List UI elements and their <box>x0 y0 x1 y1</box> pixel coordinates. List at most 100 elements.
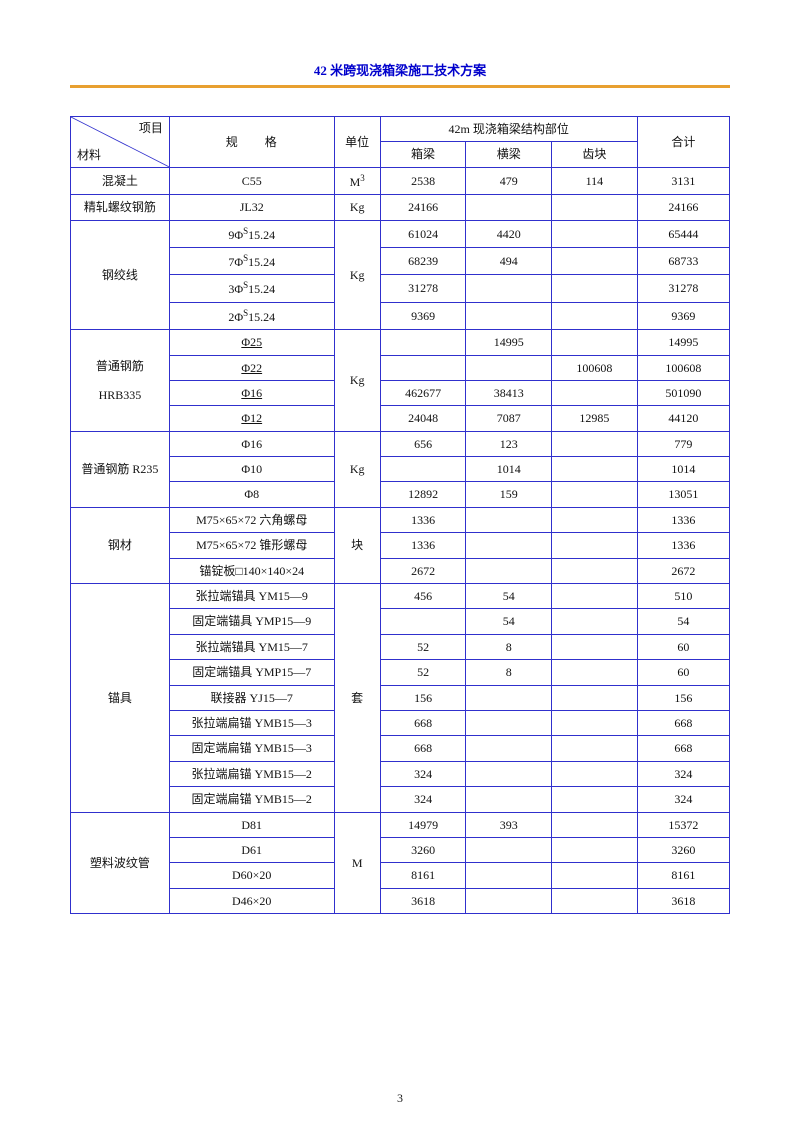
val-box: 12892 <box>380 482 466 507</box>
val-total: 3618 <box>637 888 729 913</box>
spec: 固定端扁锚 YMB15—3 <box>169 736 334 761</box>
val-cross: 393 <box>466 812 552 837</box>
val-total: 324 <box>637 787 729 812</box>
val-total: 156 <box>637 685 729 710</box>
spec: 张拉端扁锚 YMB15—2 <box>169 761 334 786</box>
val-total: 31278 <box>637 275 729 302</box>
material: 钢材 <box>71 507 170 583</box>
val-cross <box>466 195 552 220</box>
val-box: 61024 <box>380 220 466 247</box>
val-total: 668 <box>637 710 729 735</box>
val-cross: 159 <box>466 482 552 507</box>
val-tooth <box>552 302 638 329</box>
val-tooth <box>552 837 638 862</box>
val-total: 9369 <box>637 302 729 329</box>
val-box: 462677 <box>380 380 466 405</box>
val-tooth <box>552 457 638 482</box>
val-cross <box>466 355 552 380</box>
val-cross <box>466 685 552 710</box>
val-tooth <box>552 584 638 609</box>
val-cross <box>466 533 552 558</box>
val-cross: 38413 <box>466 380 552 405</box>
spec: D60×20 <box>169 863 334 888</box>
spec: 固定端扁锚 YMB15—2 <box>169 787 334 812</box>
val-total: 100608 <box>637 355 729 380</box>
val-tooth <box>552 812 638 837</box>
val-total: 1336 <box>637 533 729 558</box>
val-box: 156 <box>380 685 466 710</box>
val-tooth <box>552 609 638 634</box>
val-total: 324 <box>637 761 729 786</box>
unit: M <box>334 812 380 914</box>
val-tooth <box>552 660 638 685</box>
unit: 块 <box>334 507 380 583</box>
val-tooth <box>552 761 638 786</box>
val-box: 52 <box>380 634 466 659</box>
val-tooth <box>552 380 638 405</box>
spec: Φ10 <box>169 457 334 482</box>
val-total: 668 <box>637 736 729 761</box>
val-cross: 479 <box>466 167 552 194</box>
val-total: 3131 <box>637 167 729 194</box>
val-box: 2672 <box>380 558 466 583</box>
val-box: 3618 <box>380 888 466 913</box>
spec: 9ΦS15.24 <box>169 220 334 247</box>
spec: 固定端锚具 YMP15—7 <box>169 660 334 685</box>
unit: Kg <box>334 195 380 220</box>
val-total: 2672 <box>637 558 729 583</box>
header-total: 合计 <box>637 117 729 168</box>
spec: Φ25 <box>169 330 334 355</box>
val-total: 501090 <box>637 380 729 405</box>
material: 塑料波纹管 <box>71 812 170 914</box>
val-box: 68239 <box>380 247 466 274</box>
val-total: 779 <box>637 431 729 456</box>
header-diag: 项目材料 <box>71 117 170 168</box>
val-cross <box>466 787 552 812</box>
unit: M3 <box>334 167 380 194</box>
unit: Kg <box>334 330 380 432</box>
val-box: 14979 <box>380 812 466 837</box>
spec: 固定端锚具 YMP15—9 <box>169 609 334 634</box>
header-unit: 单位 <box>334 117 380 168</box>
val-tooth <box>552 888 638 913</box>
val-tooth <box>552 431 638 456</box>
material: 混凝土 <box>71 167 170 194</box>
header-rule <box>70 85 730 88</box>
val-cross <box>466 761 552 786</box>
val-tooth <box>552 482 638 507</box>
val-cross <box>466 863 552 888</box>
val-box: 9369 <box>380 302 466 329</box>
spec: D81 <box>169 812 334 837</box>
val-cross <box>466 558 552 583</box>
val-cross: 54 <box>466 609 552 634</box>
spec: Φ8 <box>169 482 334 507</box>
val-box: 2538 <box>380 167 466 194</box>
val-tooth <box>552 685 638 710</box>
val-tooth <box>552 507 638 532</box>
val-total: 1336 <box>637 507 729 532</box>
spec: D46×20 <box>169 888 334 913</box>
val-total: 510 <box>637 584 729 609</box>
spec: 7ΦS15.24 <box>169 247 334 274</box>
val-box <box>380 330 466 355</box>
val-cross: 123 <box>466 431 552 456</box>
unit: Kg <box>334 431 380 507</box>
val-total: 14995 <box>637 330 729 355</box>
header-spec: 规 格 <box>169 117 334 168</box>
spec: 张拉端锚具 YM15—9 <box>169 584 334 609</box>
val-cross: 494 <box>466 247 552 274</box>
val-tooth: 12985 <box>552 406 638 431</box>
page-header-title: 42 米跨现浇箱梁施工技术方案 <box>70 60 730 79</box>
val-box <box>380 609 466 634</box>
spec: 锚锭板□140×140×24 <box>169 558 334 583</box>
spec: Φ22 <box>169 355 334 380</box>
header-box: 箱梁 <box>380 142 466 167</box>
val-box: 24166 <box>380 195 466 220</box>
val-total: 65444 <box>637 220 729 247</box>
val-tooth <box>552 330 638 355</box>
spec: M75×65×72 锥形螺母 <box>169 533 334 558</box>
val-cross: 14995 <box>466 330 552 355</box>
unit: Kg <box>334 220 380 330</box>
val-box: 1336 <box>380 507 466 532</box>
spec: 3ΦS15.24 <box>169 275 334 302</box>
